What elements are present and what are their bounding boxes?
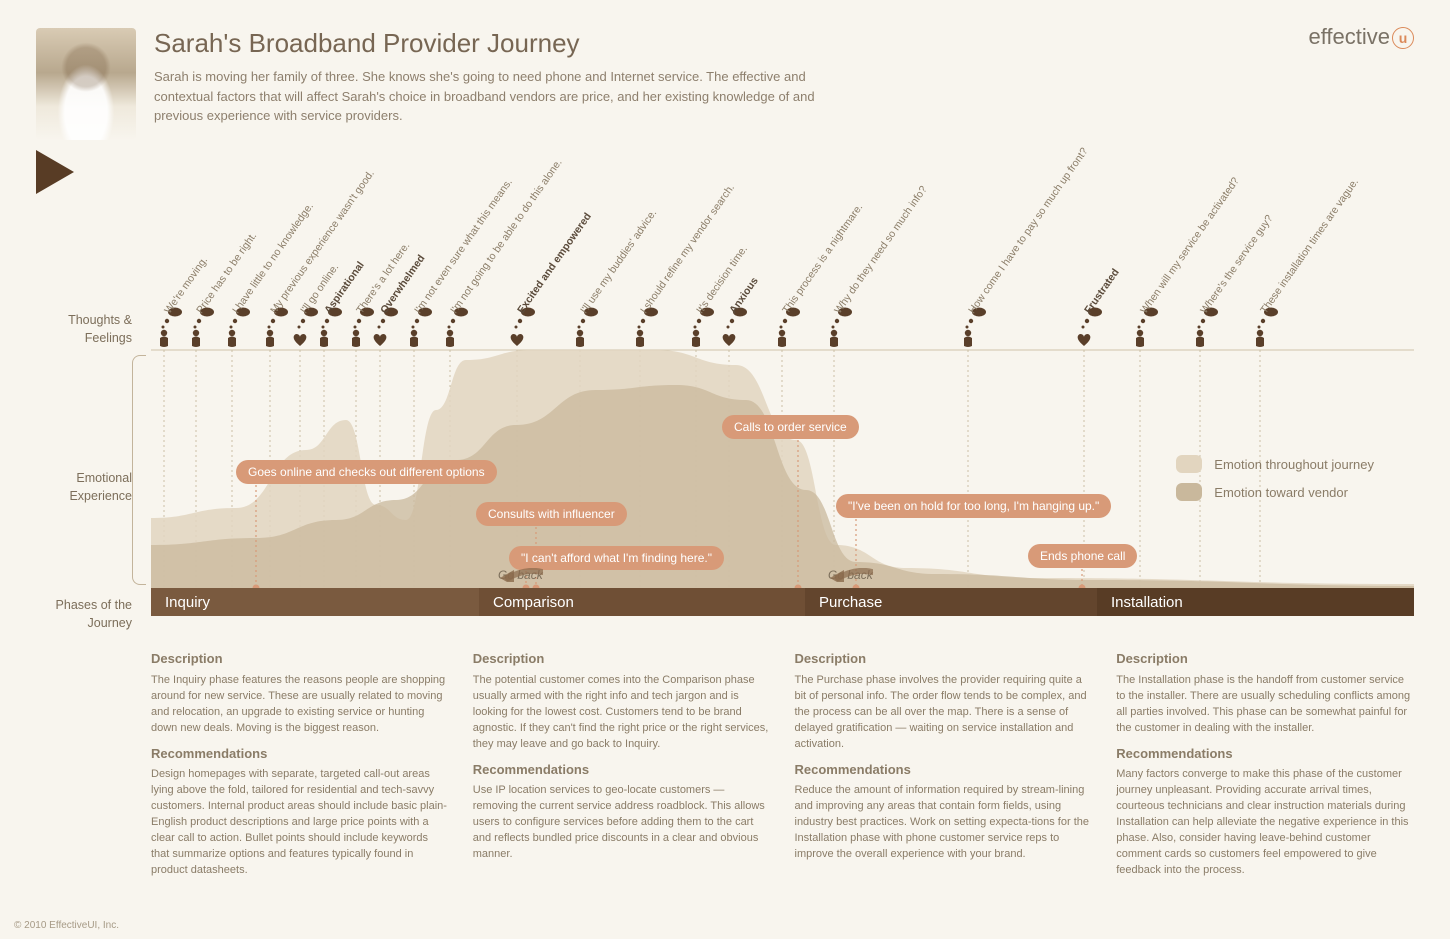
title-block: Sarah's Broadband Provider Journey Sarah… [154, 28, 854, 140]
journey-diagram: Thoughts & Feelings Emotional Experience… [36, 150, 1414, 630]
brand-text: effective [1308, 24, 1390, 49]
phase-arrow-icon [36, 150, 1414, 630]
page-title: Sarah's Broadband Provider Journey [154, 28, 854, 59]
intro-text: Sarah is moving her family of three. She… [154, 67, 854, 126]
persona-avatar [36, 28, 136, 140]
brand-logo: effectiveu [1308, 24, 1414, 50]
brand-mark-icon: u [1392, 27, 1414, 49]
header: Sarah's Broadband Provider Journey Sarah… [36, 28, 1414, 140]
journey-map: Sarah's Broadband Provider Journey Sarah… [0, 0, 1450, 939]
copyright: © 2010 EffectiveUI, Inc. [14, 920, 119, 931]
